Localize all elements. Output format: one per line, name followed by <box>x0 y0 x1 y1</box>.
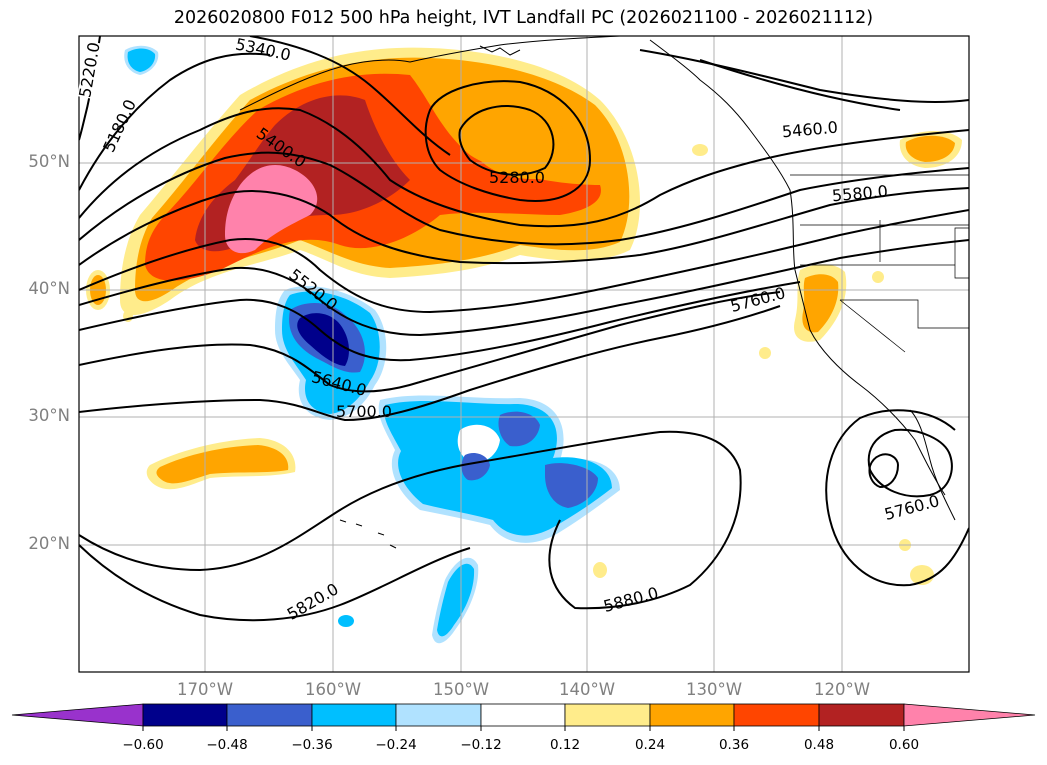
lon-label-160w: 160°W <box>304 680 362 699</box>
colorbar-tick-label: −0.24 <box>375 737 417 753</box>
lon-label-140w: 140°W <box>558 680 616 699</box>
coastlines <box>239 36 956 549</box>
lat-label-40n: 40°N <box>28 279 70 298</box>
lat-label-30n: 30°N <box>28 406 70 425</box>
colorbar-swatch <box>226 703 313 727</box>
colorbar <box>11 703 1036 727</box>
colorbar-swatch <box>818 703 905 727</box>
colorbar-tick-label: −0.12 <box>460 737 502 753</box>
colorbar-tick-label: 0.12 <box>549 737 581 753</box>
positive-ivt-shading <box>86 47 962 585</box>
colorbar-swatch <box>395 703 482 727</box>
colorbar-swatch <box>311 703 397 727</box>
colorbar-tick-label: −0.48 <box>206 737 248 753</box>
colorbar-tick-label: 0.48 <box>803 737 835 753</box>
colorbar-swatch <box>649 703 735 727</box>
colorbar-swatch <box>564 703 651 727</box>
colorbar-swatch <box>142 703 228 727</box>
height-contours <box>79 36 969 622</box>
lat-label-50n: 50°N <box>28 152 70 171</box>
lon-label-130w: 130°W <box>685 680 743 699</box>
lon-label-150w: 150°W <box>432 680 490 699</box>
colorbar-swatch <box>733 703 820 727</box>
lon-label-170w: 170°W <box>176 680 234 699</box>
colorbar-tick-label: 0.24 <box>634 737 666 753</box>
colorbar-ticks <box>142 726 905 731</box>
colorbar-tick-label: 0.60 <box>888 737 920 753</box>
colorbar-swatch-underflow <box>11 703 144 727</box>
lon-label-120w: 120°W <box>813 680 871 699</box>
lat-label-20n: 20°N <box>28 534 70 553</box>
colorbar-tick-label: −0.60 <box>122 737 164 753</box>
map-gridlines <box>79 36 969 672</box>
map-area <box>79 36 969 672</box>
map-title: 2026020800 F012 500 hPa height, IVT Land… <box>173 8 874 28</box>
colorbar-tick-label: 0.36 <box>718 737 750 753</box>
colorbar-swatch-overflow <box>903 703 1036 727</box>
colorbar-tick-label: −0.36 <box>291 737 333 753</box>
colorbar-swatch <box>480 703 566 727</box>
map-frame <box>78 35 970 673</box>
